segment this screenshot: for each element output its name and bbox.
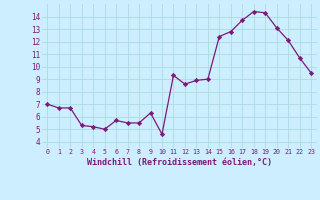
X-axis label: Windchill (Refroidissement éolien,°C): Windchill (Refroidissement éolien,°C) [87,158,272,167]
